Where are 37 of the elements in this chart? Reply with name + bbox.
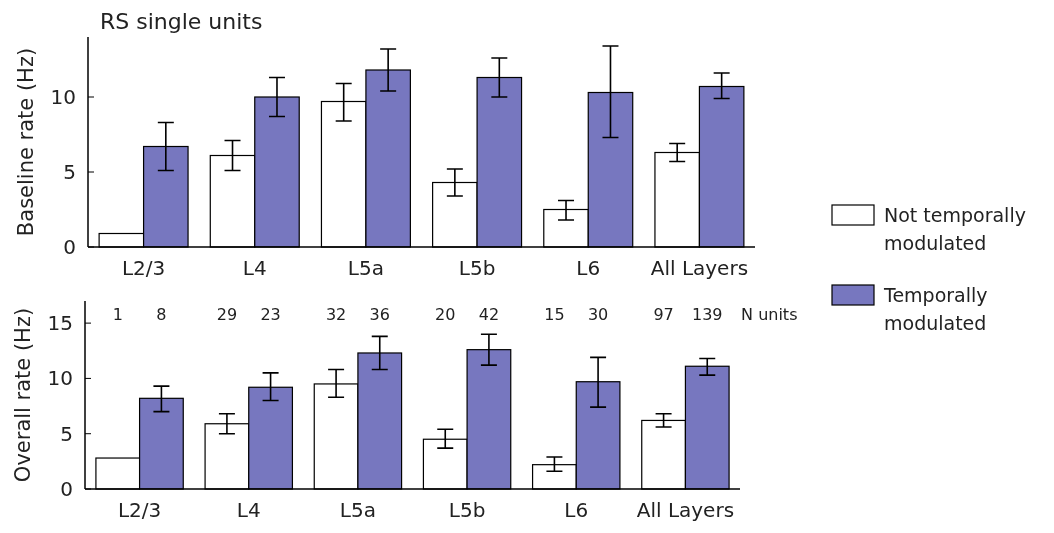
annotation: 32 (325, 305, 347, 324)
annotation: 15 (544, 305, 565, 324)
annotation: 1 (112, 305, 123, 324)
y-tick-label: 10 (47, 366, 73, 391)
legend-label: Not temporally modulated (884, 204, 1026, 254)
annotation: 139 (691, 305, 723, 324)
x-tick-label: All Layers (650, 256, 749, 280)
annotation: 29 (216, 305, 238, 324)
y-tick-label: 0 (60, 477, 73, 501)
y-tick-label: 15 (47, 311, 73, 336)
x-tick-label: All Layers (636, 498, 735, 522)
x-tick-label: L2/3 (117, 498, 162, 522)
y-tick-label: 10 (50, 85, 76, 109)
x-tick-label: L2/3 (121, 256, 166, 280)
x-tick-label: L5b (458, 256, 496, 280)
y-tick-label: 5 (60, 421, 73, 446)
y-tick-label: 5 (63, 160, 76, 184)
y-axis-title: Baseline rate (Hz) (14, 47, 38, 237)
annotation: 8 (156, 305, 167, 324)
x-tick-label: L5b (448, 498, 486, 522)
annotation: 30 (587, 305, 609, 324)
annotation: 20 (435, 305, 456, 324)
x-tick-label: L4 (242, 256, 267, 280)
annotation: 97 (653, 305, 674, 324)
x-tick-label: L6 (576, 256, 601, 280)
y-axis-title: Overall rate (Hz) (11, 307, 35, 483)
annotation: 36 (369, 305, 390, 324)
annotation: 42 (478, 305, 500, 324)
text: N units (741, 305, 798, 324)
annotation: 23 (260, 305, 281, 324)
x-tick-label: L6 (564, 498, 589, 522)
x-tick-label: L4 (236, 498, 261, 522)
y-tick-label: 0 (63, 235, 76, 259)
x-tick-label: L5a (339, 498, 376, 522)
legend-label: Temporally modulated (883, 284, 988, 334)
x-tick-label: L5a (347, 256, 384, 280)
chart-title: RS single units (100, 9, 263, 34)
